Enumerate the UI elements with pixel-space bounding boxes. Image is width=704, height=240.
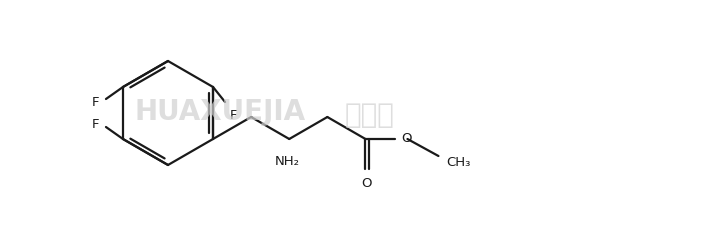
Text: F: F: [92, 118, 99, 131]
Text: O: O: [361, 177, 372, 190]
Text: NH₂: NH₂: [275, 155, 300, 168]
Text: 化学加: 化学加: [345, 101, 395, 129]
Text: F: F: [92, 96, 99, 108]
Text: CH₃: CH₃: [446, 156, 471, 168]
Text: O: O: [401, 132, 412, 144]
Text: HUAXUEJIA: HUAXUEJIA: [134, 98, 306, 126]
Text: F: F: [230, 109, 237, 122]
